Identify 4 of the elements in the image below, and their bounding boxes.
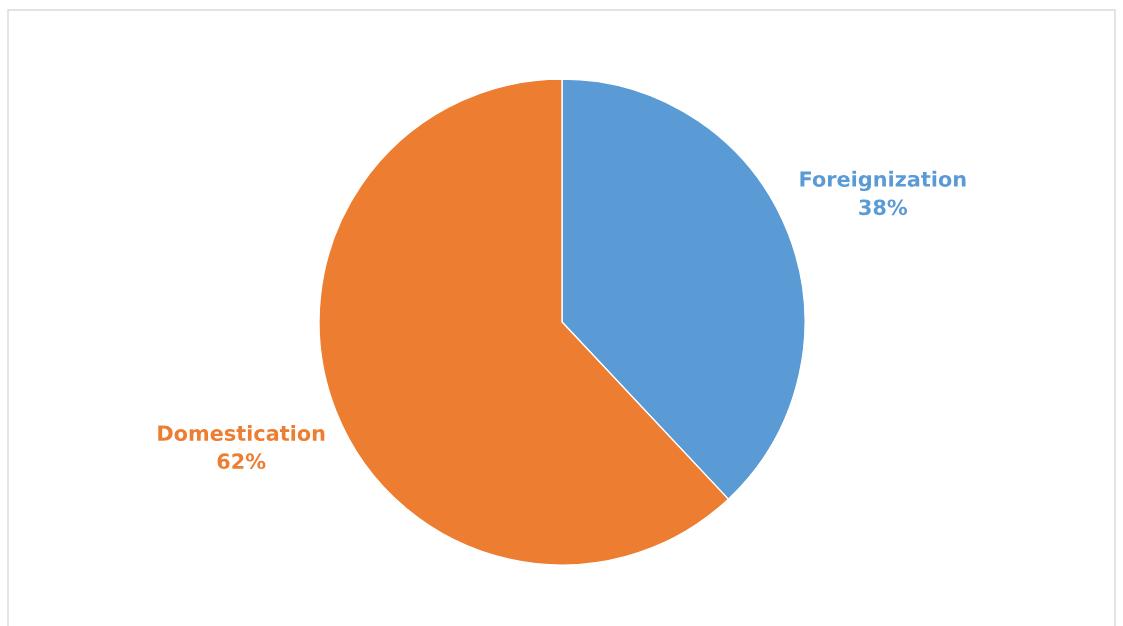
slice-label: Domestication (158, 424, 325, 442)
data-label: 38% (859, 199, 908, 216)
data-label: 62% (217, 453, 266, 470)
slice-label: Foreignization (800, 170, 966, 192)
